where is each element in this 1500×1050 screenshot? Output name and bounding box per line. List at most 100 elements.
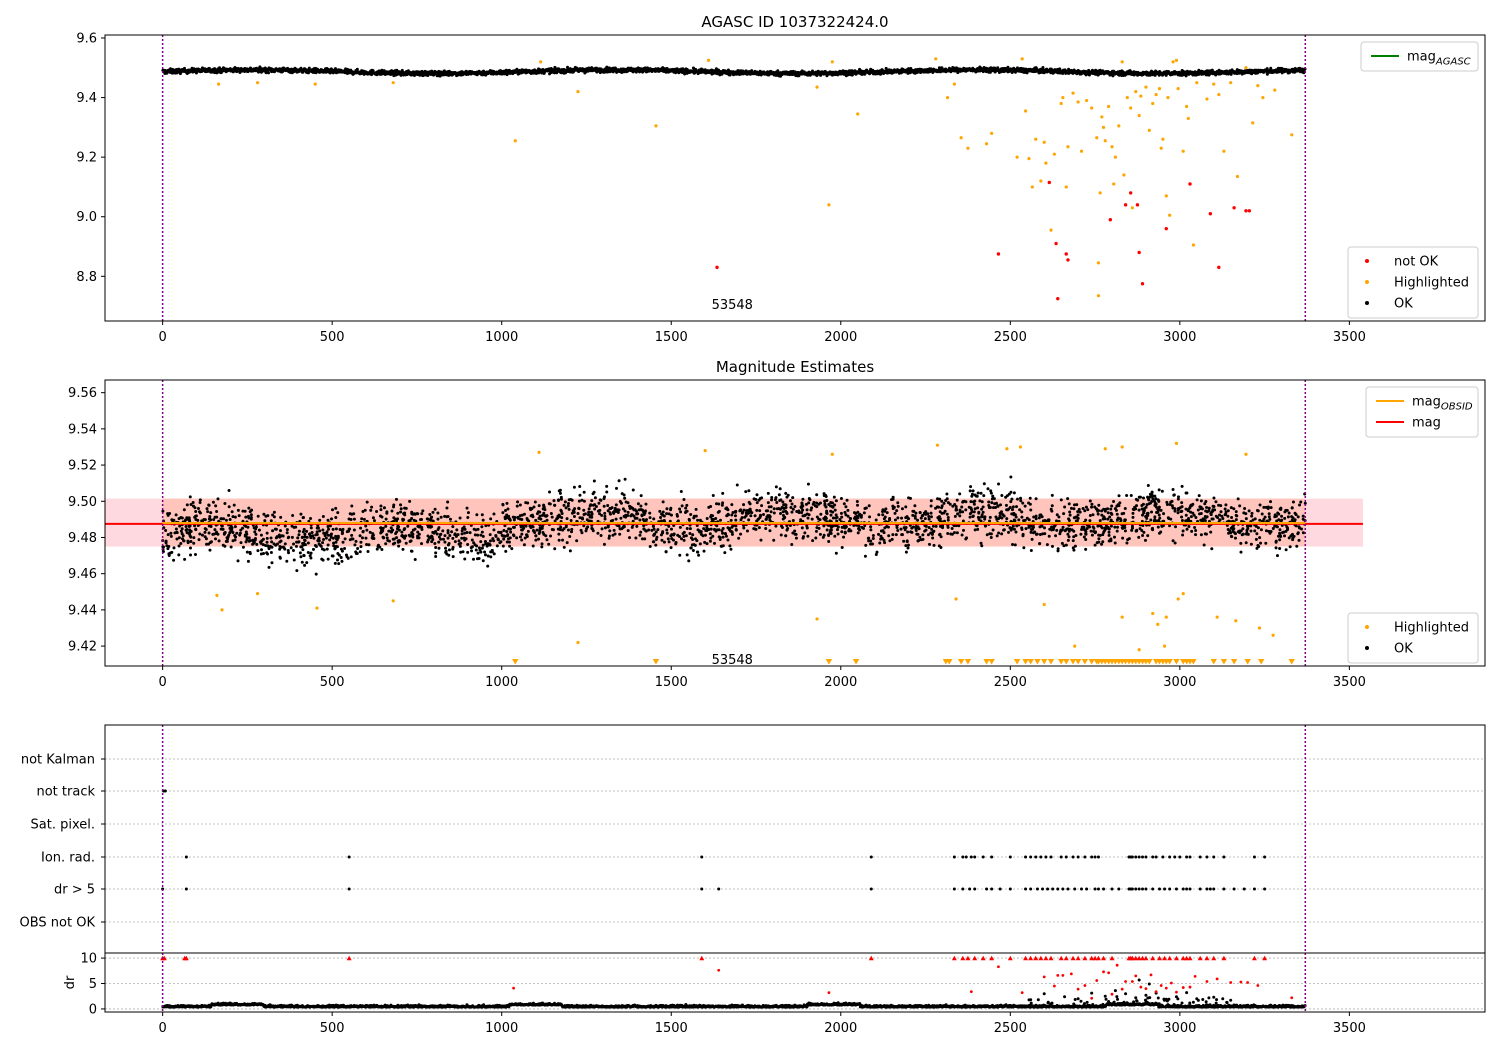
highlighted-point: [1044, 161, 1048, 165]
ok-point: [535, 528, 539, 532]
ok-point: [229, 545, 233, 549]
ok-point: [990, 501, 994, 505]
ok-point: [314, 572, 318, 576]
highlighted-point: [1101, 125, 1106, 129]
ok-point: [666, 537, 670, 541]
ok-point: [945, 497, 949, 501]
highlighted-point: [1217, 92, 1221, 97]
ok-point: [177, 553, 181, 557]
ok-point: [927, 525, 931, 529]
ok-point: [434, 551, 438, 555]
ok-point: [400, 534, 404, 538]
ok-point: [1170, 499, 1174, 503]
ok-point: [404, 541, 408, 545]
ok-point: [1243, 507, 1247, 511]
ok-point: [721, 501, 725, 505]
ok-point: [203, 530, 207, 534]
ok-point: [576, 512, 580, 516]
ok-point: [213, 537, 217, 541]
highlighted-point: [1112, 182, 1116, 186]
ok-point: [1005, 517, 1009, 521]
highlighted-point: [1090, 106, 1094, 110]
ok-point: [1180, 484, 1184, 488]
highlighted-point: [576, 90, 580, 94]
highlighted-point: [1079, 149, 1084, 153]
not-ok-point: [715, 265, 719, 270]
ok-point: [1011, 543, 1015, 547]
ok-point: [1241, 527, 1245, 531]
ok-point: [734, 518, 738, 522]
ok-point: [1098, 519, 1102, 523]
highlighted-point: [815, 85, 819, 89]
ok-point: [867, 536, 871, 540]
not-ok-point: [1066, 258, 1070, 262]
highlighted-point: [959, 136, 963, 140]
ok-point: [906, 530, 910, 534]
highlighted-point: [313, 82, 317, 86]
ok-point: [1004, 495, 1008, 499]
ok-point: [791, 496, 795, 500]
ok-point: [375, 509, 379, 513]
not-ok-point: [1217, 265, 1221, 270]
ok-point: [480, 546, 484, 550]
ok-point: [489, 555, 493, 559]
ok-point: [878, 541, 882, 545]
ok-point: [603, 526, 607, 530]
ok-point: [416, 530, 420, 534]
ok-point: [1090, 505, 1094, 509]
ok-point: [227, 513, 231, 517]
ok-point: [982, 482, 986, 486]
ok-point: [474, 548, 478, 552]
ok-point: [446, 529, 450, 533]
not-ok-point: [1123, 203, 1128, 207]
ok-point: [940, 506, 944, 510]
ok-point: [815, 526, 819, 530]
highlighted-point: [1171, 60, 1175, 64]
ok-point: [379, 504, 383, 508]
highlighted-point: [1137, 113, 1141, 118]
highlighted-point: [1130, 206, 1134, 210]
ok-point: [815, 505, 819, 509]
ok-point: [1021, 534, 1025, 538]
ok-point: [241, 545, 245, 549]
ok-point: [1207, 506, 1211, 510]
ok-point: [1293, 511, 1297, 515]
ok-point: [1009, 475, 1013, 479]
highlighted-point: [934, 57, 938, 61]
highlighted-point: [1256, 84, 1260, 88]
ok-point: [480, 530, 484, 534]
ok-point: [1084, 538, 1088, 542]
highlighted-point: [1251, 121, 1255, 125]
ok-point: [289, 546, 293, 550]
ok-point: [766, 501, 770, 505]
ok-point: [776, 69, 780, 73]
ok-point: [520, 538, 524, 542]
ok-point: [460, 532, 464, 536]
ok-point: [1030, 537, 1034, 541]
ok-point: [806, 516, 810, 520]
ok-point: [834, 499, 838, 503]
ok-point: [182, 66, 186, 70]
ok-point: [451, 545, 455, 549]
ok-point: [598, 508, 602, 512]
ok-point: [842, 502, 846, 506]
ok-point: [839, 497, 843, 501]
ok-point: [399, 503, 403, 507]
ok-point: [721, 491, 725, 495]
ok-point: [184, 524, 188, 528]
highlighted-point: [1181, 149, 1185, 153]
highlighted-point: [1166, 95, 1170, 100]
ok-point: [542, 503, 546, 507]
ok-point: [801, 497, 805, 501]
ok-point: [697, 553, 701, 557]
ok-point: [291, 514, 295, 518]
highlighted-point: [1027, 157, 1031, 161]
ok-point: [1109, 507, 1113, 511]
ok-point: [188, 495, 192, 499]
ok-point: [960, 505, 964, 509]
highlighted-point: [1049, 228, 1053, 232]
ok-point: [1189, 515, 1193, 519]
ok-point: [441, 529, 445, 533]
highlighted-point: [1290, 133, 1294, 137]
x-tick-label: 0: [159, 330, 167, 345]
